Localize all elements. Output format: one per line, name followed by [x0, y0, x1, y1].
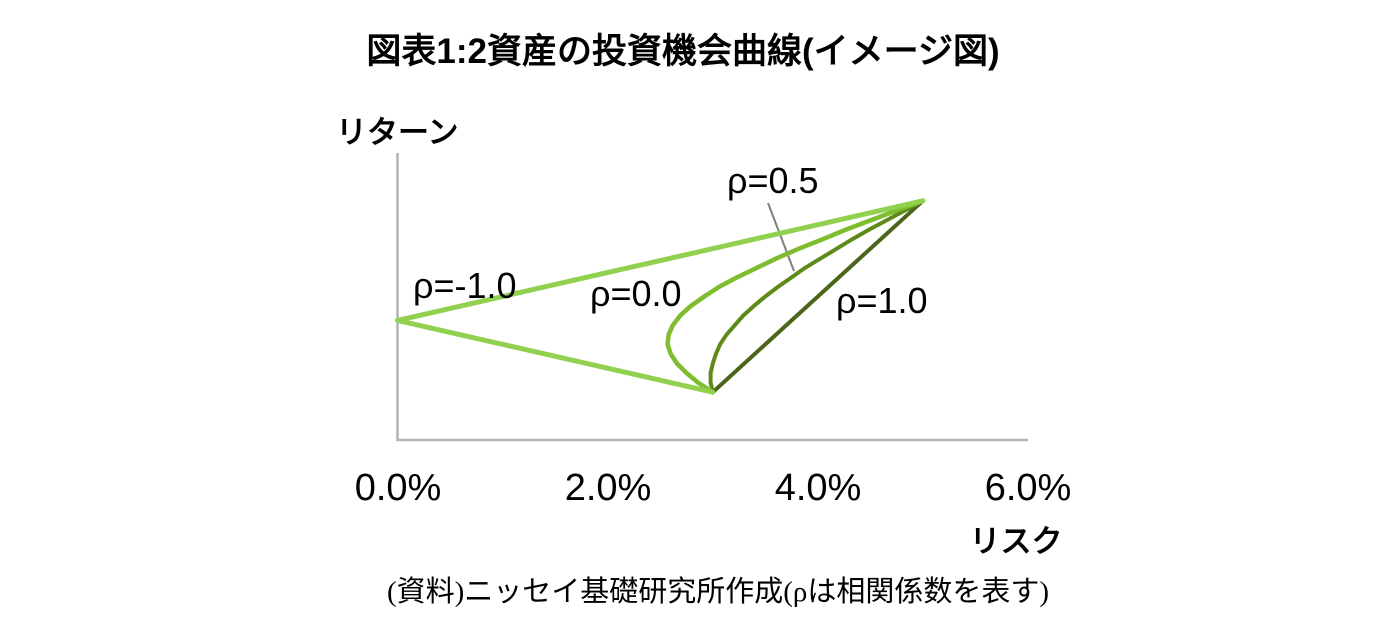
x-tick-label-0: 0.0% — [354, 467, 442, 509]
axis-lines — [396, 153, 1028, 442]
x-tick-label-2: 4.0% — [774, 467, 862, 509]
curve-rho-1 — [710, 198, 925, 395]
curve-label-rho-1: ρ=1.0 — [836, 280, 928, 321]
x-tick-label-3: 6.0% — [984, 467, 1072, 509]
curve-rho-05 — [708, 198, 925, 395]
x-axis-title: リスク — [969, 524, 1063, 559]
curve-label-rho-05: ρ=0.5 — [727, 160, 819, 201]
rho-05-leader-line — [767, 202, 795, 272]
source-note: (資料)ニッセイ基礎研究所作成(ρは相関係数を表す) — [386, 576, 1050, 608]
y-axis-title: リターン — [336, 115, 459, 150]
curve-label-rho-0: ρ=0.0 — [590, 273, 682, 314]
curve-label-rho-minus-1: ρ=-1.0 — [413, 265, 517, 306]
figure-title: 図表1:2資産の投資機会曲線(イメージ図) — [366, 32, 1000, 71]
curve-rho-minus-1 — [395, 198, 926, 395]
x-tick-label-1: 2.0% — [564, 467, 652, 509]
curve-rho-0 — [665, 198, 926, 395]
